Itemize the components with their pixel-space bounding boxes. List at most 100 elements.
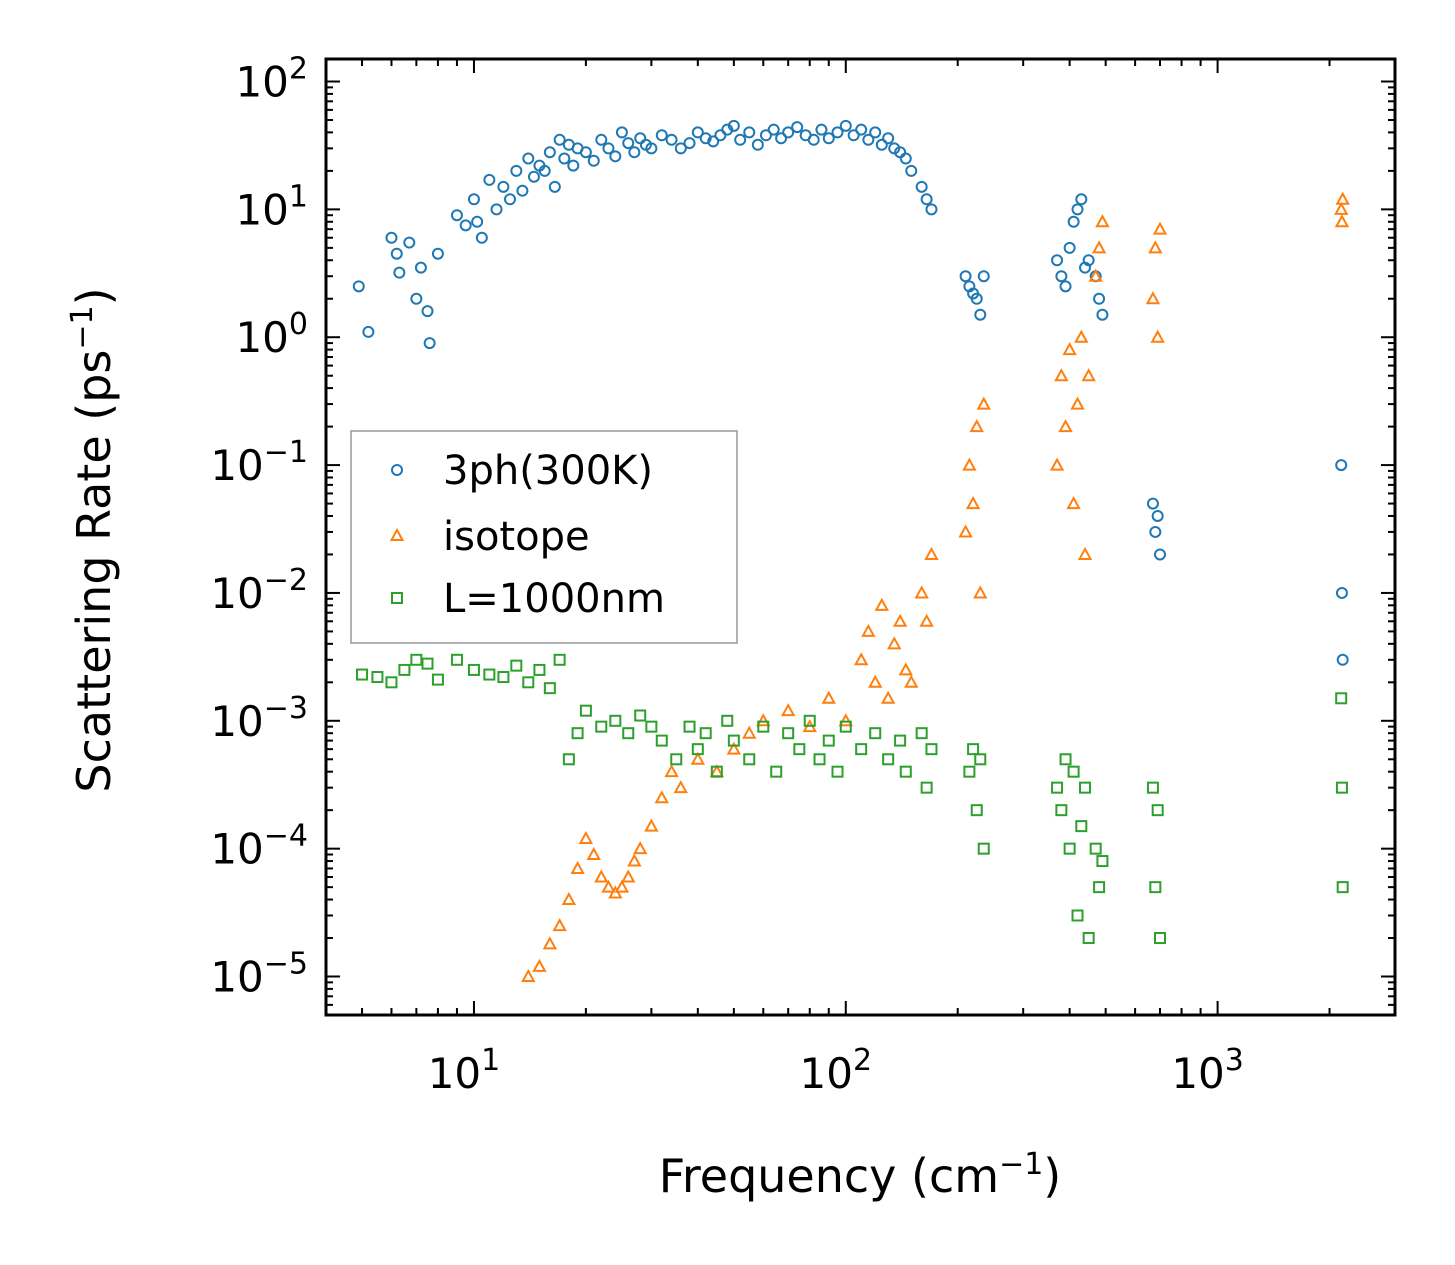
data-point — [1081, 368, 1096, 382]
legend: 3ph(300K) isotope L=1000nm — [350, 430, 738, 644]
data-point — [1154, 932, 1167, 945]
data-point — [579, 146, 592, 159]
data-point — [974, 753, 987, 766]
data-point — [743, 753, 756, 766]
data-point — [1150, 329, 1165, 343]
data-point — [558, 152, 571, 165]
data-point — [665, 133, 678, 146]
data-point — [1067, 215, 1080, 228]
y-axis-title: Scattering Rate (ps−1) — [65, 287, 121, 792]
data-point — [655, 734, 668, 747]
data-point — [467, 663, 480, 676]
data-point — [1082, 932, 1095, 945]
data-point — [892, 613, 908, 627]
data-point — [924, 546, 939, 560]
data-point — [782, 126, 795, 139]
data-point — [1089, 842, 1102, 855]
data-point — [970, 292, 983, 305]
data-point — [1059, 753, 1072, 766]
data-point — [561, 891, 577, 906]
data-point — [567, 159, 580, 172]
y-tick-label: 10−1 — [210, 435, 308, 490]
y-tick-label: 10−3 — [210, 691, 308, 746]
x-tick-label: 102 — [800, 1043, 873, 1098]
data-point — [1152, 221, 1168, 235]
data-point — [1149, 525, 1162, 538]
data-point — [919, 613, 934, 627]
data-point — [483, 668, 496, 681]
x-tick-label: 101 — [428, 1043, 501, 1098]
data-point — [614, 879, 630, 893]
data-point — [483, 173, 496, 186]
x-axis-title-base: Frequency (cm — [659, 1149, 999, 1203]
data-point — [793, 743, 806, 756]
data-point — [847, 129, 860, 142]
data-point — [538, 164, 551, 177]
data-point — [974, 308, 987, 321]
data-point — [839, 119, 852, 132]
data-point — [967, 743, 980, 756]
y-axis-title-tail: ) — [67, 287, 121, 305]
series-square — [356, 653, 1349, 945]
data-point — [352, 280, 365, 293]
data-point — [1091, 240, 1107, 254]
data-point — [601, 879, 616, 893]
data-point — [894, 734, 907, 747]
data-point — [751, 138, 764, 151]
data-point — [791, 121, 804, 134]
data-point — [831, 126, 844, 139]
data-point — [683, 137, 696, 150]
data-point — [1146, 497, 1159, 510]
y-tick-label: 10−2 — [210, 563, 308, 618]
data-point — [813, 753, 826, 766]
legend-marker-isotope — [389, 527, 405, 541]
data-point — [1096, 855, 1109, 868]
data-point — [699, 727, 712, 740]
data-point — [887, 636, 902, 650]
data-point — [423, 337, 436, 350]
data-point — [1082, 254, 1095, 267]
data-point — [390, 247, 403, 260]
data-point — [690, 751, 706, 765]
data-point — [431, 673, 444, 686]
data-point — [759, 129, 772, 142]
data-point — [654, 790, 669, 804]
data-point — [674, 142, 687, 155]
data-point — [578, 830, 594, 845]
data-point — [1066, 495, 1081, 510]
data-point — [775, 132, 788, 145]
data-point — [699, 132, 712, 145]
data-point — [553, 653, 566, 666]
data-point — [587, 154, 600, 167]
data-point — [822, 734, 835, 747]
data-point — [571, 727, 584, 740]
data-point — [1335, 781, 1348, 794]
data-point — [822, 132, 835, 145]
data-point — [756, 713, 771, 727]
data-point — [1063, 241, 1076, 254]
data-point — [727, 119, 740, 132]
y-axis-title-sup: −1 — [65, 305, 100, 349]
data-point — [807, 133, 820, 146]
data-point — [915, 727, 928, 740]
series-circle — [352, 119, 1349, 666]
data-point — [691, 743, 704, 756]
data-point — [393, 266, 406, 279]
data-point — [1077, 546, 1093, 560]
data-point — [522, 676, 535, 689]
data-point — [904, 674, 919, 688]
data-point — [385, 676, 398, 689]
data-point — [579, 704, 592, 717]
data-point — [490, 203, 503, 216]
data-point — [645, 142, 658, 155]
data-point — [403, 236, 416, 249]
data-point — [969, 419, 984, 433]
data-point — [1334, 214, 1350, 228]
data-point — [1146, 781, 1159, 794]
data-point — [385, 231, 398, 244]
data-point — [645, 720, 658, 733]
y-tick-label: 101 — [235, 179, 308, 234]
legend-box — [350, 430, 738, 644]
data-point — [742, 725, 757, 739]
